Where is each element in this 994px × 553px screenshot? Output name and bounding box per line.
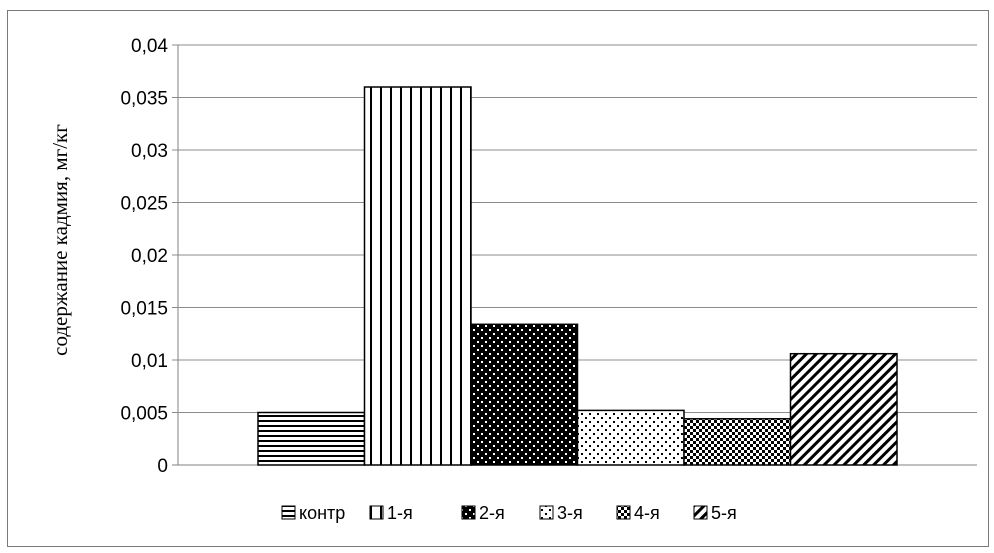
bar-4	[576, 409, 685, 466]
legend-swatch	[461, 505, 476, 520]
bar-6	[789, 352, 898, 466]
legend-swatch	[693, 505, 708, 520]
bars	[257, 86, 898, 466]
y-tick-label: 0,025	[120, 194, 168, 215]
y-tick-label: 0,02	[131, 246, 168, 267]
y-tick-label: 0,015	[120, 299, 168, 320]
legend-swatch	[369, 505, 384, 520]
legend-label: 4-я	[634, 503, 660, 523]
legend: контр 1-я 2-я 3-я 4-я 5-я	[281, 503, 737, 523]
legend-swatch	[539, 505, 554, 520]
bar-1	[257, 411, 366, 466]
y-tick-label: 0,03	[131, 141, 168, 162]
legend-label: контр	[299, 503, 345, 523]
legend-label: 5-я	[711, 503, 737, 523]
y-tick-label: 0	[157, 456, 168, 477]
y-tick-label: 0,035	[120, 89, 168, 110]
y-tick-label: 0,04	[131, 36, 168, 57]
bar-3	[470, 323, 579, 466]
bar-2	[363, 86, 472, 466]
y-axis-ticks: 0 0,005 0,01 0,015 0,02 0,025 0,03 0,035 0,04	[120, 36, 168, 477]
legend-swatch	[616, 505, 631, 520]
bar-5	[683, 418, 792, 466]
y-axis-label: содержание кадмия, мг/кг	[48, 124, 72, 356]
legend-label: 3-я	[557, 503, 583, 523]
y-tick-label: 0,01	[131, 351, 168, 372]
legend-label: 1-я	[387, 503, 413, 523]
legend-swatch	[281, 505, 296, 520]
legend-label: 2-я	[479, 503, 505, 523]
y-tick-label: 0,005	[120, 404, 168, 425]
